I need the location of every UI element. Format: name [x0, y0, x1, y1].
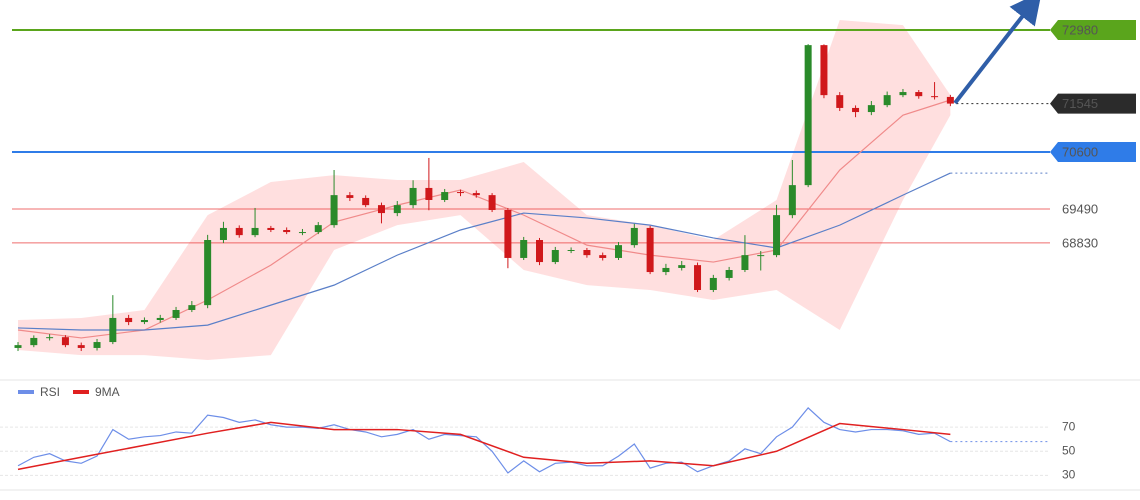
level-label: 72980 — [1062, 22, 1098, 37]
candle-body — [267, 227, 275, 230]
y-tick-label: 50 — [1062, 443, 1076, 457]
level-label-box — [1050, 93, 1136, 114]
candle-body — [520, 240, 528, 258]
candle-body — [725, 270, 733, 278]
y-tick-label: 70 — [1062, 419, 1076, 433]
candle-body — [536, 240, 544, 263]
candle-body — [362, 197, 370, 206]
candle-body — [583, 250, 591, 256]
bollinger-band — [18, 20, 951, 360]
indicator-line — [17, 407, 951, 474]
candle-body — [852, 107, 860, 113]
candle-body — [567, 250, 575, 251]
candle-body — [235, 227, 243, 236]
moving-average — [17, 172, 951, 331]
candle-body — [46, 337, 54, 339]
candle-body — [456, 192, 464, 194]
indicator-line — [17, 421, 951, 471]
candle-body — [946, 96, 954, 104]
candle-body — [409, 187, 417, 206]
candle-body — [741, 255, 749, 270]
legend-label: RSI — [40, 385, 60, 399]
candle-body — [172, 310, 180, 318]
candle-body — [646, 227, 654, 273]
candle-body — [93, 342, 101, 348]
candle-body — [251, 227, 259, 236]
candle-body — [61, 337, 69, 346]
candle-body — [773, 215, 781, 256]
level-label-box — [1050, 142, 1136, 163]
candle-body — [140, 320, 148, 323]
candle-body — [867, 105, 875, 113]
candle-body — [283, 230, 291, 233]
candle-body — [599, 255, 607, 258]
candle-body — [330, 195, 338, 226]
candle-body — [30, 337, 38, 346]
candle-body — [125, 317, 133, 323]
candle-body — [188, 305, 196, 310]
candle-body — [883, 95, 891, 106]
candle-body — [156, 317, 164, 320]
candle-body — [346, 195, 354, 198]
rsi-panel: 30 50 70 RSI 9MA — [0, 385, 1076, 482]
candle-body — [788, 185, 796, 216]
candle-body — [551, 250, 559, 263]
candle-body — [931, 96, 939, 98]
candle-body — [615, 245, 623, 258]
trend-arrow — [953, 0, 1042, 105]
candle-body — [709, 277, 717, 290]
candle-body — [488, 195, 496, 210]
candle-body — [77, 345, 85, 348]
level-label: 68830 — [1062, 235, 1098, 250]
y-tick-label: 30 — [1062, 468, 1076, 482]
candle-body — [298, 232, 306, 234]
candle-body — [804, 45, 812, 186]
candle-body — [820, 45, 828, 96]
price-panel: 72980 71545 70600 69490 68830 — [12, 20, 1136, 360]
candle-body — [441, 192, 449, 200]
candle-body — [630, 227, 638, 246]
candle-body — [504, 210, 512, 258]
candle-body — [915, 92, 923, 97]
candle-body — [472, 193, 480, 196]
candle-body — [899, 92, 907, 96]
candle-body — [109, 317, 117, 343]
level-label: 71545 — [1062, 96, 1098, 111]
candle-body — [219, 227, 227, 240]
candle-body — [836, 95, 844, 108]
level-label: 69490 — [1062, 201, 1098, 216]
candle-body — [757, 255, 765, 257]
candle-body — [204, 240, 212, 306]
level-label: 70600 — [1062, 144, 1098, 159]
level-label-box — [1050, 20, 1136, 40]
candle-body — [14, 345, 22, 348]
candle-body — [377, 205, 385, 214]
candle-body — [694, 265, 702, 290]
candle-body — [425, 187, 433, 200]
candle-body — [314, 225, 322, 233]
candle-body — [678, 265, 686, 268]
candle-body — [662, 267, 670, 273]
legend-label: 9MA — [95, 385, 120, 399]
candle-body — [393, 205, 401, 214]
